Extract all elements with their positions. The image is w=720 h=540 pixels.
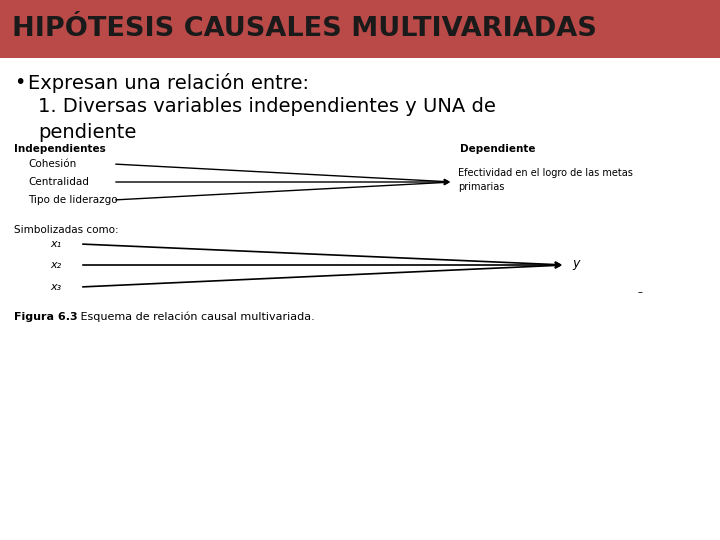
Text: Independientes: Independientes	[14, 144, 106, 154]
Text: 1. Diversas variables independientes y UNA de: 1. Diversas variables independientes y U…	[38, 97, 496, 116]
Text: Efectividad en el logro de las metas
primarias: Efectividad en el logro de las metas pri…	[458, 168, 633, 192]
Text: Tipo de liderazgo: Tipo de liderazgo	[28, 195, 117, 205]
Text: •: •	[14, 73, 25, 92]
Text: Dependiente: Dependiente	[460, 144, 536, 154]
Text: Figura 6.3: Figura 6.3	[14, 312, 78, 322]
Text: y: y	[572, 258, 580, 271]
Text: Esquema de relación causal multivariada.: Esquema de relación causal multivariada.	[70, 312, 315, 322]
Text: Cohesión: Cohesión	[28, 159, 76, 169]
Text: –: –	[638, 287, 643, 297]
Text: x₁: x₁	[50, 239, 61, 249]
Text: x₃: x₃	[50, 282, 61, 292]
Text: Expresan una relación entre:: Expresan una relación entre:	[28, 73, 309, 93]
Text: HIPÓTESIS CAUSALES MULTIVARIADAS: HIPÓTESIS CAUSALES MULTIVARIADAS	[12, 16, 597, 42]
Text: pendiente: pendiente	[38, 123, 136, 142]
Bar	[0, 0, 720, 58]
Text: Simbolizadas como:: Simbolizadas como:	[14, 225, 119, 235]
Text: x₂: x₂	[50, 260, 61, 270]
Text: Centralidad: Centralidad	[28, 177, 89, 187]
